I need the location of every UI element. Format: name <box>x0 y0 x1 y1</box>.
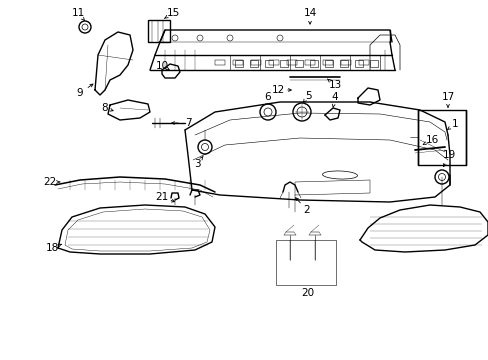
Text: 1: 1 <box>451 119 457 129</box>
Bar <box>340 60 350 65</box>
Bar <box>305 60 314 65</box>
Text: 16: 16 <box>425 135 438 145</box>
Text: 15: 15 <box>166 8 179 18</box>
Text: 3: 3 <box>193 159 200 169</box>
Bar <box>268 60 279 65</box>
Bar <box>323 60 332 65</box>
Text: 14: 14 <box>303 8 316 18</box>
Bar <box>232 60 243 65</box>
Bar <box>417 110 465 165</box>
Text: 8: 8 <box>102 103 108 113</box>
Text: 12: 12 <box>271 85 284 95</box>
Text: 19: 19 <box>442 150 455 160</box>
Bar <box>235 60 243 67</box>
Text: 10: 10 <box>155 61 168 71</box>
Bar <box>286 60 296 65</box>
Bar <box>280 60 287 67</box>
Text: 21: 21 <box>155 192 168 202</box>
Bar <box>148 20 170 42</box>
Bar <box>339 60 347 67</box>
Bar <box>325 60 332 67</box>
Bar <box>264 60 272 67</box>
Text: 5: 5 <box>304 91 311 101</box>
Text: 6: 6 <box>264 92 271 102</box>
Text: 11: 11 <box>71 8 84 18</box>
Bar <box>369 60 377 67</box>
Text: 22: 22 <box>43 177 57 187</box>
Bar <box>354 60 362 67</box>
Bar <box>215 60 224 65</box>
Bar <box>275 240 335 285</box>
Text: 13: 13 <box>328 80 341 90</box>
Text: 2: 2 <box>303 205 310 215</box>
Bar <box>358 60 368 65</box>
Text: 4: 4 <box>331 92 338 102</box>
Bar <box>309 60 317 67</box>
Bar <box>294 60 303 67</box>
Bar <box>250 60 261 65</box>
Bar <box>249 60 258 67</box>
Text: 18: 18 <box>45 243 59 253</box>
Text: 17: 17 <box>441 92 454 102</box>
Text: 7: 7 <box>184 118 191 128</box>
Text: 9: 9 <box>77 88 83 98</box>
Text: 20: 20 <box>301 288 314 298</box>
